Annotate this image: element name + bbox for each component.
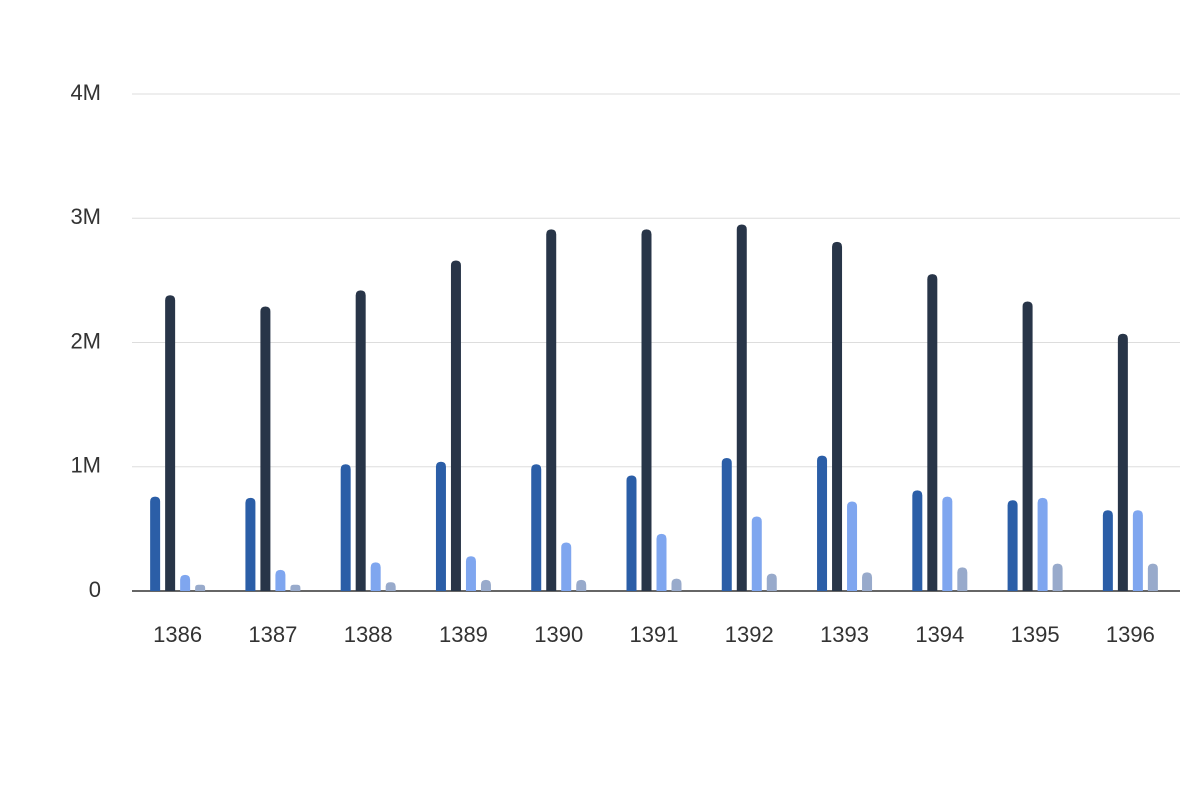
bar	[942, 496, 953, 591]
bar	[1102, 510, 1113, 591]
bar	[1022, 301, 1033, 591]
bar	[150, 496, 161, 591]
x-tick-label: 1393	[820, 622, 869, 647]
bar	[1147, 563, 1158, 591]
y-tick-label: 4M	[70, 80, 101, 105]
bar	[927, 274, 938, 591]
bar	[435, 461, 446, 591]
x-tick-label: 1390	[534, 622, 583, 647]
bar	[370, 562, 381, 591]
bar	[817, 455, 828, 591]
bar	[546, 229, 557, 591]
x-tick-label: 1386	[153, 622, 202, 647]
bar	[531, 464, 542, 591]
bar	[847, 501, 858, 591]
y-tick-label: 3M	[70, 204, 101, 229]
bar	[912, 490, 923, 591]
bar	[450, 260, 461, 591]
y-tick-label: 0	[89, 577, 101, 602]
x-tick-label: 1395	[1011, 622, 1060, 647]
bar	[385, 582, 396, 591]
y-tick-label: 2M	[70, 328, 101, 353]
bar	[561, 542, 572, 591]
bar	[275, 569, 286, 591]
bar	[721, 458, 732, 591]
bar	[957, 567, 968, 591]
bar	[736, 224, 747, 591]
bar	[671, 578, 682, 591]
bar	[766, 573, 777, 591]
bar	[1132, 510, 1143, 591]
bar	[626, 475, 637, 591]
bar	[576, 579, 587, 591]
x-tick-label: 1388	[344, 622, 393, 647]
bar	[641, 229, 652, 591]
bar	[832, 241, 843, 592]
bar	[1037, 497, 1048, 591]
bar	[355, 290, 366, 591]
bar	[340, 464, 351, 591]
bar	[1052, 563, 1063, 591]
x-tick-label: 1396	[1106, 622, 1155, 647]
y-tick-label: 1M	[70, 453, 101, 478]
bar	[180, 574, 191, 591]
x-tick-label: 1391	[630, 622, 679, 647]
bar	[1117, 333, 1128, 591]
bar	[260, 306, 271, 591]
x-tick-label: 1392	[725, 622, 774, 647]
bar	[245, 497, 256, 591]
x-tick-label: 1387	[248, 622, 297, 647]
x-tick-label: 1389	[439, 622, 488, 647]
bar	[862, 572, 873, 591]
bar	[195, 584, 206, 591]
bar	[290, 584, 301, 591]
bar	[165, 295, 176, 591]
bar	[465, 556, 476, 591]
bar	[1007, 500, 1018, 591]
bar	[751, 516, 762, 591]
x-tick-label: 1394	[915, 622, 964, 647]
bar	[656, 533, 667, 591]
bar	[480, 579, 491, 591]
